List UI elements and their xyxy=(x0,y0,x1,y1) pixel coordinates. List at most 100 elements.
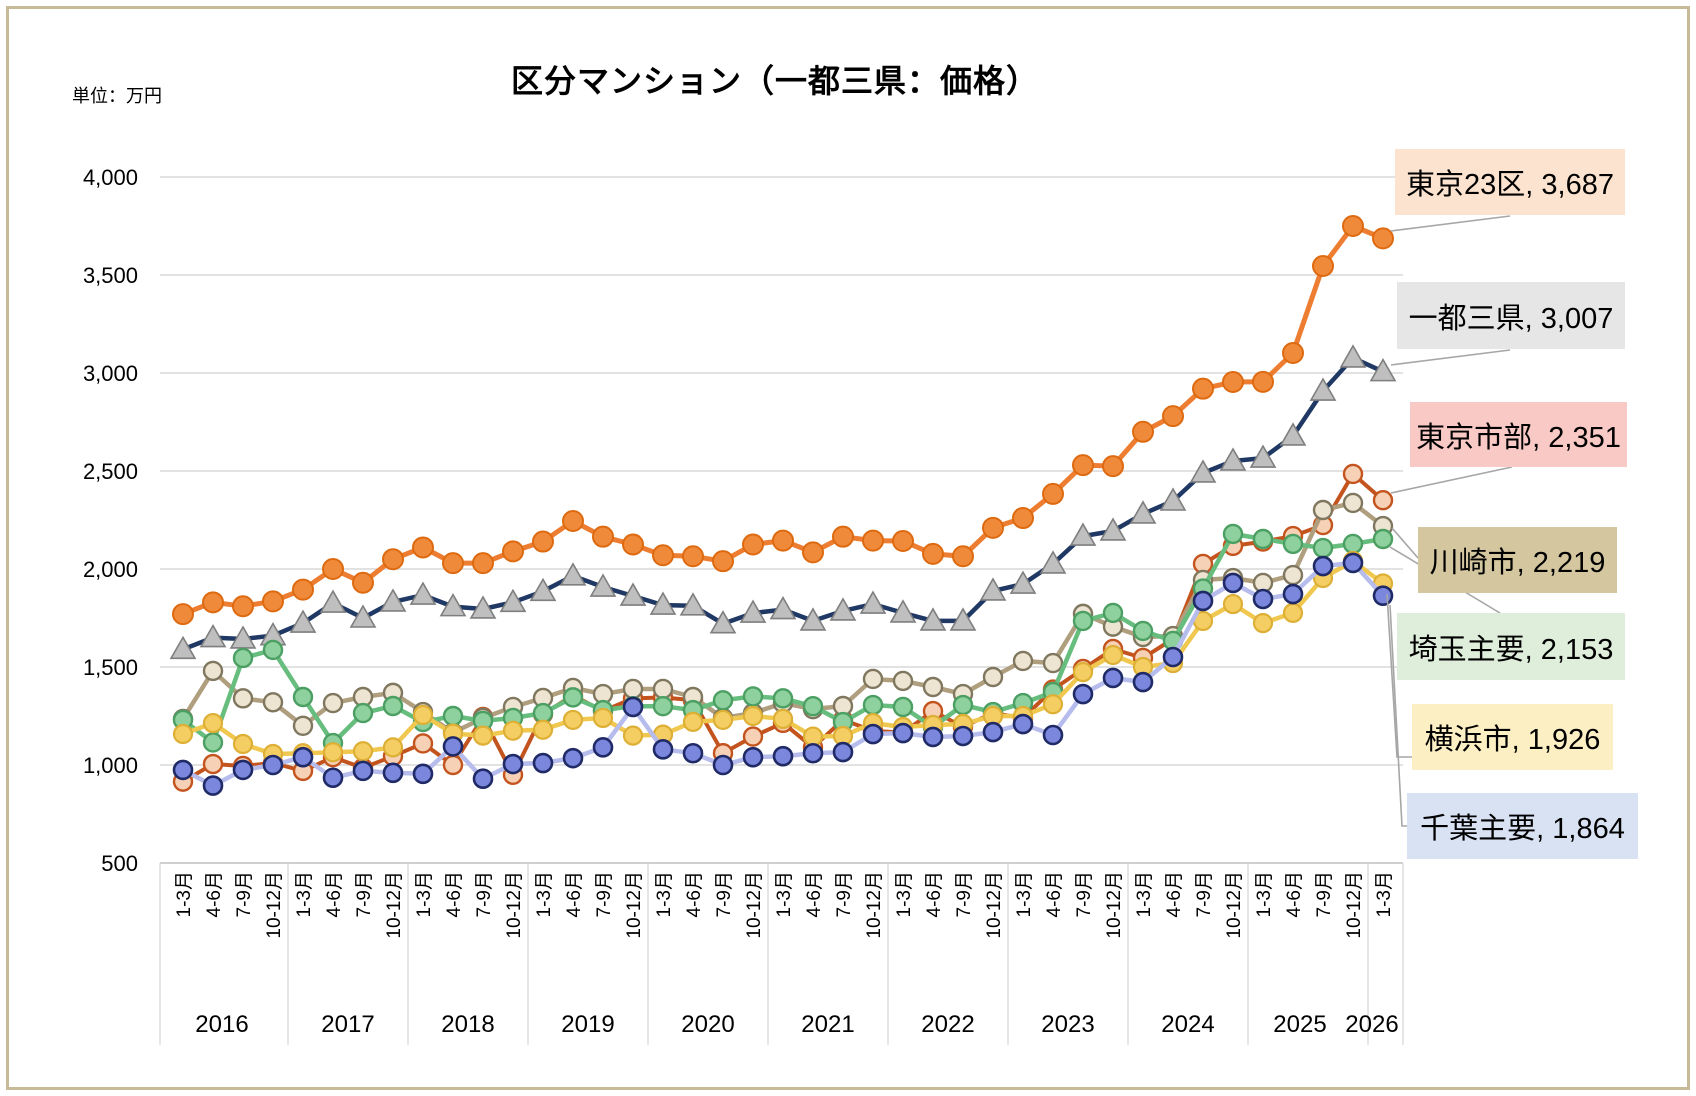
marker-東京23区 xyxy=(502,540,524,563)
marker-千葉主要 xyxy=(712,754,734,776)
marker-東京23区 xyxy=(922,542,944,565)
marker-一都三県 xyxy=(1039,550,1067,574)
marker-東京市部 xyxy=(202,753,224,775)
marker-千葉主要 xyxy=(1042,724,1064,746)
marker-横浜市 xyxy=(802,726,824,747)
marker-東京市部 xyxy=(1372,490,1394,511)
marker-東京23区 xyxy=(1162,405,1184,428)
x-axis-quarter-label: 10-12月 xyxy=(1104,871,1125,939)
marker-千葉主要 xyxy=(502,753,524,775)
x-axis-year-label: 2019 xyxy=(561,1011,614,1038)
x-axis-quarter-label: 4-6月 xyxy=(1164,871,1185,917)
marker-横浜市 xyxy=(232,733,254,755)
legend-callout-line xyxy=(1386,593,1412,758)
marker-一都三県 xyxy=(1159,487,1187,511)
y-axis-tick-label: 500 xyxy=(101,851,138,876)
marker-一都三県 xyxy=(289,609,317,633)
marker-川崎市 xyxy=(292,715,314,736)
marker-千葉主要 xyxy=(262,754,284,776)
marker-川崎市 xyxy=(262,692,284,713)
marker-千葉主要 xyxy=(652,739,674,760)
marker-東京23区 xyxy=(1132,420,1154,443)
marker-東京23区 xyxy=(472,552,494,575)
legend-callout-line xyxy=(1390,349,1511,366)
marker-一都三県 xyxy=(439,593,467,617)
x-axis-quarter-label: 10-12月 xyxy=(624,871,645,939)
marker-一都三県 xyxy=(1069,522,1097,546)
marker-一都三県 xyxy=(409,581,437,605)
marker-東京23区 xyxy=(532,530,554,553)
marker-川崎市 xyxy=(922,676,944,698)
x-axis-quarter-label: 4-6月 xyxy=(684,871,705,917)
marker-千葉主要 xyxy=(172,759,194,781)
marker-埼玉主要 xyxy=(382,695,404,717)
marker-東京23区 xyxy=(862,529,884,552)
x-axis-year-label: 2022 xyxy=(921,1011,974,1038)
unit-label: 単位：万円 xyxy=(72,86,162,106)
marker-東京23区 xyxy=(1312,254,1334,277)
marker-東京23区 xyxy=(772,529,794,552)
legend-box-ittosanken: 一都三県, 3,007 xyxy=(1397,282,1625,349)
marker-千葉主要 xyxy=(922,726,944,748)
x-axis-quarter-label: 7-9月 xyxy=(474,871,495,917)
marker-埼玉主要 xyxy=(742,686,764,707)
marker-埼玉主要 xyxy=(952,694,974,716)
marker-一都三県 xyxy=(1309,377,1337,401)
marker-川崎市 xyxy=(622,678,644,700)
marker-川崎市 xyxy=(1042,652,1064,674)
marker-埼玉主要 xyxy=(532,702,554,724)
marker-東京23区 xyxy=(832,525,854,548)
marker-千葉主要 xyxy=(1102,667,1124,689)
marker-川崎市 xyxy=(1342,492,1364,514)
marker-川崎市 xyxy=(1282,564,1304,586)
y-axis-tick-label: 3,500 xyxy=(83,263,138,288)
marker-東京23区 xyxy=(1012,507,1034,530)
marker-一都三県 xyxy=(1279,422,1307,446)
x-axis-quarter-label: 10-12月 xyxy=(504,871,525,939)
marker-東京23区 xyxy=(382,548,404,571)
marker-一都三県 xyxy=(379,588,407,612)
x-axis-quarter-label: 1-3月 xyxy=(1014,871,1035,917)
legend-box-tokyoshibu: 東京市部, 2,351 xyxy=(1410,402,1627,467)
marker-一都三県 xyxy=(169,635,197,660)
chart-title: 区分マンション（一都三県：価格） xyxy=(510,63,1039,99)
marker-千葉主要 xyxy=(742,746,764,768)
marker-東京23区 xyxy=(412,536,434,559)
marker-千葉主要 xyxy=(1282,583,1304,605)
marker-千葉主要 xyxy=(202,775,224,796)
marker-川崎市 xyxy=(322,692,344,714)
x-axis-year-label: 2020 xyxy=(681,1011,734,1038)
marker-一都三県 xyxy=(469,595,497,619)
marker-東京市部 xyxy=(442,754,464,776)
x-axis-quarter-label: 1-3月 xyxy=(1374,871,1395,917)
marker-東京23区 xyxy=(1192,377,1214,400)
x-axis-quarter-label: 1-3月 xyxy=(894,871,915,917)
marker-埼玉主要 xyxy=(802,696,824,717)
marker-東京23区 xyxy=(982,516,1004,539)
marker-東京23区 xyxy=(172,603,194,626)
marker-千葉主要 xyxy=(622,696,644,718)
marker-東京23区 xyxy=(562,509,584,532)
marker-埼玉主要 xyxy=(1372,528,1394,550)
marker-一都三県 xyxy=(499,588,527,613)
marker-東京23区 xyxy=(712,550,734,573)
x-axis-quarter-label: 7-9月 xyxy=(1314,871,1335,917)
marker-一都三県 xyxy=(919,607,947,631)
marker-千葉主要 xyxy=(1132,671,1154,693)
x-axis-quarter-label: 10-12月 xyxy=(744,871,765,939)
x-axis-year-label: 2018 xyxy=(441,1011,494,1038)
x-axis-quarter-label: 10-12月 xyxy=(984,871,1005,939)
x-axis-year-label: 2023 xyxy=(1041,1011,1094,1038)
marker-一都三県 xyxy=(709,610,737,634)
marker-川崎市 xyxy=(202,660,224,682)
marker-横浜市 xyxy=(382,737,404,758)
marker-一都三県 xyxy=(319,589,347,613)
marker-一都三県 xyxy=(769,595,797,620)
x-axis-quarter-label: 4-6月 xyxy=(324,871,345,917)
marker-千葉主要 xyxy=(952,725,974,747)
marker-千葉主要 xyxy=(862,723,884,745)
x-axis-quarter-label: 7-9月 xyxy=(1074,871,1095,917)
marker-千葉主要 xyxy=(982,721,1004,743)
marker-一都三県 xyxy=(589,573,617,597)
